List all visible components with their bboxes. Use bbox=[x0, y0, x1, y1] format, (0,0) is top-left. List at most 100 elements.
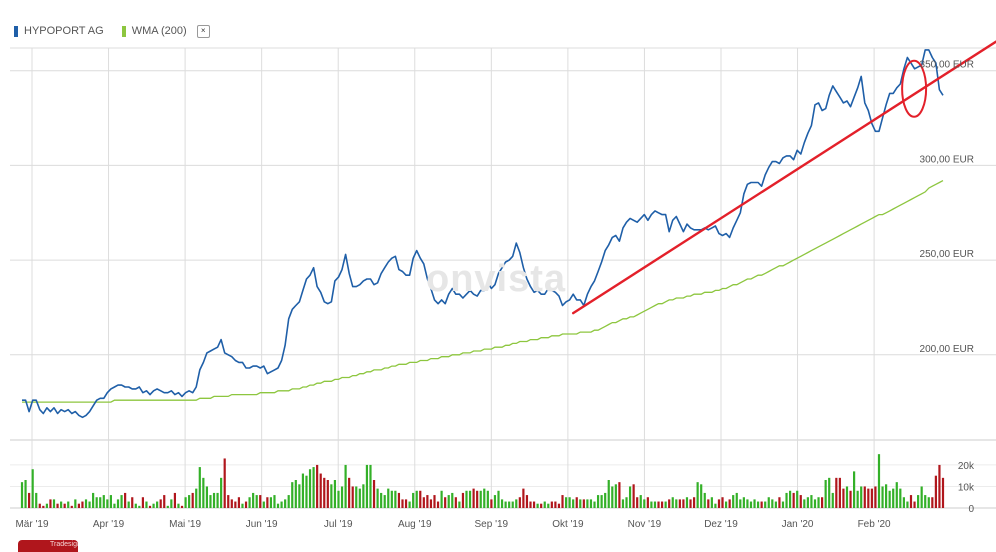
volume-bar bbox=[550, 501, 553, 508]
volume-bar bbox=[721, 497, 724, 508]
volume-bar bbox=[817, 497, 820, 508]
volume-bar bbox=[600, 495, 603, 508]
volume-bar bbox=[842, 488, 845, 508]
legend-item-price[interactable]: HYPOPORT AG bbox=[14, 25, 104, 37]
volume-bar bbox=[899, 488, 902, 508]
volume-bar bbox=[156, 501, 159, 508]
volume-bar bbox=[380, 492, 383, 508]
volume-bar bbox=[148, 505, 152, 508]
volume-bar bbox=[20, 482, 24, 508]
highlight-ellipse bbox=[901, 59, 928, 118]
remove-wma-close-icon[interactable]: × bbox=[196, 24, 210, 38]
volume-bar bbox=[376, 488, 379, 508]
volume-tick-label: 20k bbox=[958, 461, 975, 472]
volume-bar bbox=[579, 499, 582, 508]
volume-bar bbox=[52, 499, 56, 508]
volume-bar bbox=[177, 503, 180, 508]
volume-bar bbox=[67, 501, 70, 508]
volume-bar bbox=[732, 495, 735, 508]
volume-bar bbox=[796, 490, 799, 508]
volume-bar bbox=[554, 501, 557, 508]
volume-bar bbox=[234, 501, 237, 508]
volume-bar bbox=[493, 495, 497, 508]
volume-bar bbox=[589, 499, 593, 508]
volume-bar bbox=[860, 486, 863, 508]
volume-bar bbox=[408, 501, 411, 508]
volume-bar bbox=[166, 505, 169, 508]
x-tick-label: Feb '20 bbox=[858, 519, 891, 530]
volume-bar bbox=[461, 492, 465, 508]
volume-bar bbox=[564, 497, 568, 508]
volume-bar bbox=[575, 497, 578, 508]
volume-bar bbox=[237, 497, 241, 508]
volume-bar bbox=[138, 505, 141, 508]
volume-bar bbox=[792, 492, 795, 508]
volume-bar bbox=[38, 503, 41, 508]
volume-bar bbox=[316, 464, 319, 508]
volume-bar bbox=[614, 484, 617, 508]
volume-bar bbox=[646, 497, 649, 508]
wma-200-line bbox=[22, 180, 944, 403]
volume-bar bbox=[707, 499, 710, 508]
volume-bar bbox=[703, 492, 706, 508]
volume-bar bbox=[131, 497, 134, 508]
volume-bar bbox=[355, 486, 358, 508]
x-tick-label: Dez '19 bbox=[704, 519, 738, 530]
volume-bar bbox=[291, 482, 294, 508]
volume-bar bbox=[611, 486, 614, 508]
volume-tick-label: 0 bbox=[968, 504, 974, 515]
volume-bar bbox=[227, 495, 230, 508]
volume-bar bbox=[824, 480, 827, 508]
axis-labels: 200,00 EUR 250,00 EUR 300,00 EUR 350,00 EUR… bbox=[15, 60, 975, 530]
volume-bar bbox=[454, 497, 457, 508]
volume-bar bbox=[106, 499, 109, 508]
volume-bar bbox=[742, 497, 745, 508]
volume-bar bbox=[636, 497, 639, 508]
volume-bar bbox=[877, 454, 881, 508]
volume-bar bbox=[49, 499, 52, 508]
legend-item-wma[interactable]: WMA (200) bbox=[121, 25, 187, 37]
volume-bar bbox=[95, 497, 98, 508]
volume-bar bbox=[927, 497, 930, 508]
volume-bar bbox=[806, 497, 809, 508]
volume-bar bbox=[404, 499, 408, 508]
x-tick-label: Jan '20 bbox=[782, 519, 814, 530]
volume-bar bbox=[685, 497, 689, 508]
y-tick-label: 350,00 EUR bbox=[920, 60, 974, 71]
volume-bar bbox=[152, 503, 155, 508]
volume-bar bbox=[863, 486, 866, 508]
volume-bar bbox=[938, 464, 941, 508]
volume-bar bbox=[572, 499, 575, 508]
y-tick-label: 300,00 EUR bbox=[920, 154, 974, 165]
volume-bar bbox=[202, 477, 205, 508]
volume-bar bbox=[924, 495, 927, 508]
volume-bar bbox=[269, 497, 273, 508]
volume-bar bbox=[390, 490, 393, 508]
volume-bar bbox=[216, 492, 219, 508]
volume-bar bbox=[728, 499, 731, 508]
volume-bar bbox=[500, 499, 504, 508]
volume-bar bbox=[536, 503, 539, 508]
volume-bar bbox=[529, 501, 532, 508]
x-tick-label: Mär '19 bbox=[15, 519, 48, 530]
tradesignal-badge[interactable]: Tradesignal® bbox=[18, 540, 78, 552]
volume-bar bbox=[476, 490, 479, 508]
grid-layer bbox=[10, 47, 996, 509]
volume-bar bbox=[895, 482, 898, 508]
volume-bar bbox=[511, 501, 514, 508]
volume-bar bbox=[70, 505, 73, 508]
volume-bar bbox=[561, 495, 564, 508]
volume-bar bbox=[756, 501, 760, 508]
volume-bar bbox=[241, 503, 244, 508]
volume-bar bbox=[767, 497, 770, 508]
volume-bar bbox=[340, 486, 344, 508]
support-trendline bbox=[571, 40, 996, 315]
volume-bar bbox=[212, 492, 216, 508]
volume-bar bbox=[653, 501, 657, 508]
volume-bar bbox=[714, 503, 717, 508]
volume-bar bbox=[625, 497, 628, 508]
volume-bar bbox=[835, 477, 838, 508]
volume-bar bbox=[660, 501, 664, 508]
volume-bar bbox=[831, 492, 834, 508]
